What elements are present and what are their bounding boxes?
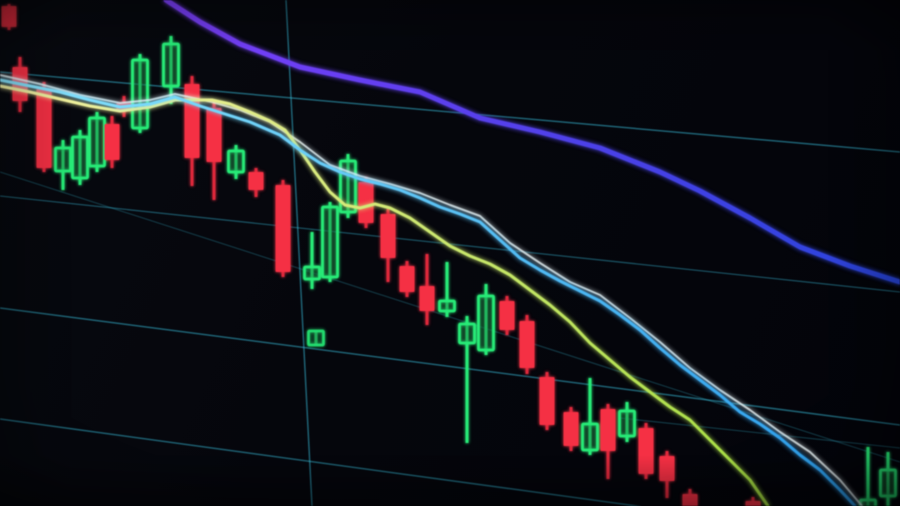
candle-down	[1, 4, 17, 30]
candles-layer	[1, 4, 897, 506]
candle-body	[54, 146, 72, 173]
candle-body	[581, 422, 599, 452]
candle-body	[227, 149, 245, 174]
candle-body	[321, 205, 339, 279]
candle-up	[859, 447, 877, 506]
candle-up	[339, 154, 357, 218]
candle-up	[321, 202, 339, 282]
candle-up	[307, 329, 325, 347]
candle-down	[745, 497, 761, 506]
candle-up	[303, 232, 321, 289]
candle-body	[380, 214, 396, 258]
candle-body	[458, 322, 476, 345]
candle-body	[131, 58, 149, 130]
candle-body	[499, 301, 515, 330]
candle-body	[162, 42, 180, 88]
candle-body	[358, 182, 374, 223]
candle-body	[206, 108, 222, 162]
candle-down	[104, 116, 120, 168]
gridline	[0, 418, 643, 506]
candle-body	[745, 501, 761, 506]
candle-body	[519, 321, 535, 368]
candle-down	[358, 177, 374, 228]
candle-body	[303, 265, 321, 281]
candle-body	[399, 266, 415, 292]
candle-body	[682, 494, 698, 506]
candle-body	[104, 124, 120, 160]
candle-body	[477, 294, 495, 352]
candle-down	[638, 423, 654, 479]
candle-down	[380, 209, 396, 282]
candle-down	[682, 489, 698, 506]
candle-up	[581, 378, 599, 455]
candle-down	[184, 76, 200, 186]
candle-body	[618, 409, 636, 438]
candle-body	[419, 286, 435, 311]
candle-body	[539, 377, 555, 425]
candle-body	[659, 456, 675, 481]
candle-body	[563, 412, 579, 446]
candle-down	[248, 168, 264, 197]
candle-body	[184, 84, 200, 158]
candle-up	[458, 316, 476, 443]
candle-down	[659, 451, 675, 498]
gridline	[0, 171, 900, 463]
candle-up	[438, 262, 456, 317]
candle-down	[419, 254, 435, 325]
candle-down	[399, 261, 415, 297]
candle-body	[1, 6, 17, 27]
candle-body	[438, 299, 456, 313]
candle-down	[539, 372, 555, 430]
candle-body	[638, 428, 654, 474]
candle-down	[519, 315, 535, 374]
candle-body	[275, 185, 291, 272]
candle-up	[131, 54, 149, 133]
candle-body	[248, 172, 264, 190]
candle-down	[499, 296, 515, 335]
candle-up	[477, 284, 495, 355]
candle-body	[307, 329, 325, 347]
candle-body	[879, 468, 897, 498]
candle-down	[600, 404, 616, 479]
candle-body	[88, 116, 106, 168]
candle-up	[54, 140, 72, 190]
candle-body	[859, 498, 877, 506]
candle-up	[227, 145, 245, 179]
candle-body	[600, 409, 616, 451]
candle-up	[88, 112, 106, 172]
candle-down	[563, 407, 579, 451]
candle-body	[36, 89, 52, 168]
candle-down	[275, 180, 291, 277]
candle-up	[618, 402, 636, 442]
candle-body	[71, 135, 89, 180]
candle-down	[206, 102, 222, 200]
gridline	[0, 307, 900, 426]
candle-up	[71, 130, 89, 185]
